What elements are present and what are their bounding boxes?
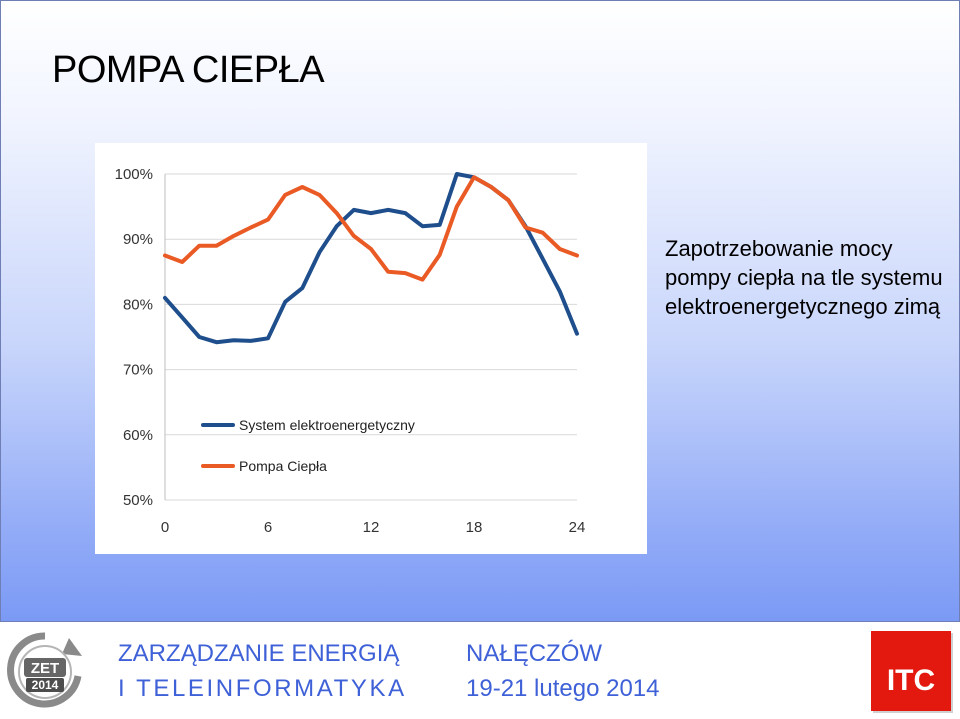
zet-logo: ZET 2014 [7,632,82,708]
footer-date: 19-21 lutego 2014 [466,675,660,702]
zet-logo-text: ZET [31,660,59,677]
y-tick-label: 50% [123,492,153,509]
y-tick-label: 100% [115,166,153,183]
caption-line-3: elektroenergetycznego zimą [665,294,941,319]
x-tick-label: 12 [363,519,380,536]
x-tick-label: 0 [161,519,169,536]
legend-label-1: System elektroenergetyczny [239,417,415,433]
slide-title: POMPA CIEPŁA [52,49,325,91]
slide-background: POMPA CIEPŁA 50% 60% 70% 80% 90% 100% 0 6 12 18 24… [0,0,960,622]
y-tick-label: 70% [123,362,153,379]
footer-event-line-1: ZARZĄDZANIE ENERGIĄ [118,640,400,667]
footer: ZET 2014 ZARZĄDZANIE ENERGIĄ I TELEINFOR… [0,622,960,719]
y-tick-label: 60% [123,427,153,444]
footer-location: NAŁĘCZÓW [466,640,603,667]
y-tick-label: 80% [123,296,153,313]
footer-event-line-2: I TELEINFORMATYKA [118,675,407,702]
zet-logo-year: 2014 [32,678,59,692]
y-tick-label: 90% [123,231,153,248]
itc-logo-text: ITC [886,664,936,697]
series-line-2 [163,175,579,282]
series-line-1 [163,172,579,345]
line-chart: 50% 60% 70% 80% 90% 100% 0 6 12 18 24 System elektr… [115,166,586,536]
itc-logo: ITC [871,631,951,711]
x-tick-label: 6 [264,519,272,536]
caption-line-1: Zapotrzebowanie mocy [665,236,893,261]
x-tick-label: 24 [569,519,586,536]
legend-label-2: Pompa Ciepła [239,458,327,474]
chart-caption: Zapotrzebowanie mocy pompy ciepła na tle… [665,234,955,321]
chart-area: 50% 60% 70% 80% 90% 100% 0 6 12 18 24 System elektr… [95,143,647,554]
x-tick-label: 18 [466,519,483,536]
caption-line-2: pompy ciepła na tle systemu [665,265,943,290]
